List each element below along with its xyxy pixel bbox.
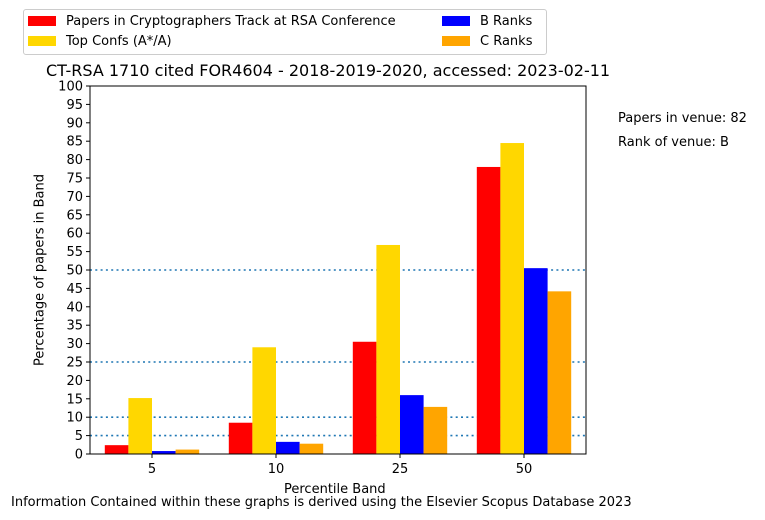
bar-c-5 xyxy=(175,449,200,454)
y-tick-label: 60 xyxy=(66,227,83,242)
bar-top-25 xyxy=(376,244,400,454)
y-tick-label: 100 xyxy=(58,80,83,95)
legend-item-b-ranks: B Ranks xyxy=(442,14,532,30)
y-tick-label: 80 xyxy=(66,153,83,168)
bar-c-50 xyxy=(547,291,572,454)
bar-b-10 xyxy=(276,441,300,454)
bar-b-25 xyxy=(400,395,424,454)
legend: Papers in Cryptographers Track at RSA Co… xyxy=(23,9,547,55)
chart-title: CT-RSA 1710 cited FOR4604 - 2018-2019-20… xyxy=(46,61,611,80)
y-tick-label: 25 xyxy=(66,356,83,371)
x-tick-label: 50 xyxy=(516,462,533,477)
legend-label-venue: Papers in Cryptographers Track at RSA Co… xyxy=(66,14,396,29)
legend-swatch-top-confs xyxy=(28,35,56,46)
y-tick-label: 40 xyxy=(66,300,83,315)
y-tick-label: 95 xyxy=(66,98,83,113)
y-axis-label: Percentage of papers in Band xyxy=(32,173,48,367)
y-tick-label: 85 xyxy=(66,135,83,150)
bar-top-10 xyxy=(252,347,276,454)
y-tick-label: 65 xyxy=(66,208,83,223)
bar-b-5 xyxy=(152,451,176,454)
y-tick-label: 55 xyxy=(66,245,83,260)
bar-b-50 xyxy=(524,268,548,454)
bar-c-10 xyxy=(299,443,324,454)
bar-top-5 xyxy=(128,398,152,454)
papers-in-venue-text: Papers in venue: 82 xyxy=(618,111,747,126)
x-tick-label: 5 xyxy=(148,462,156,477)
y-tick-label: 90 xyxy=(66,116,83,131)
rank-of-venue-text: Rank of venue: B xyxy=(618,135,729,150)
footer-note: Information Contained within these graph… xyxy=(11,495,632,510)
bar-c-25 xyxy=(423,406,448,454)
legend-item-top-confs: Top Confs (A*/A) xyxy=(28,34,172,50)
y-tick-label: 30 xyxy=(66,337,83,352)
y-tick-label: 10 xyxy=(66,411,83,426)
bar-papers-5 xyxy=(104,445,129,454)
legend-swatch-c-ranks xyxy=(442,35,470,46)
x-axis-label: Percentile Band xyxy=(284,482,386,497)
legend-item-c-ranks: C Ranks xyxy=(442,34,532,50)
legend-label-b-ranks: B Ranks xyxy=(480,14,533,29)
axes: 0 5 10 15 20 25 30 35 40 45 50 55 60 65 70 75 80 85 90 95 10… xyxy=(58,80,587,477)
legend-label-c-ranks: C Ranks xyxy=(480,34,533,49)
bar-papers-25 xyxy=(352,341,377,454)
legend-item-venue: Papers in Cryptographers Track at RSA Co… xyxy=(28,14,396,30)
y-tick-label: 70 xyxy=(66,190,83,205)
bar-top-50 xyxy=(500,143,524,455)
y-tick-label: 35 xyxy=(66,319,83,334)
y-tick-label: 45 xyxy=(66,282,83,297)
y-tick-label: 5 xyxy=(75,429,83,444)
y-tick-label: 0 xyxy=(75,448,83,463)
y-tick-label: 75 xyxy=(66,172,83,187)
bar-papers-50 xyxy=(476,166,501,454)
y-tick-label: 15 xyxy=(66,392,83,407)
bars xyxy=(104,143,572,455)
x-tick-label: 10 xyxy=(268,462,285,477)
x-tick-label: 25 xyxy=(392,462,409,477)
legend-swatch-venue xyxy=(28,15,56,26)
y-tick-label: 20 xyxy=(66,374,83,389)
legend-label-top-confs: Top Confs (A*/A) xyxy=(66,34,172,49)
y-tick-label: 50 xyxy=(66,264,83,279)
legend-swatch-b-ranks xyxy=(442,15,470,26)
bar-papers-10 xyxy=(228,422,253,454)
